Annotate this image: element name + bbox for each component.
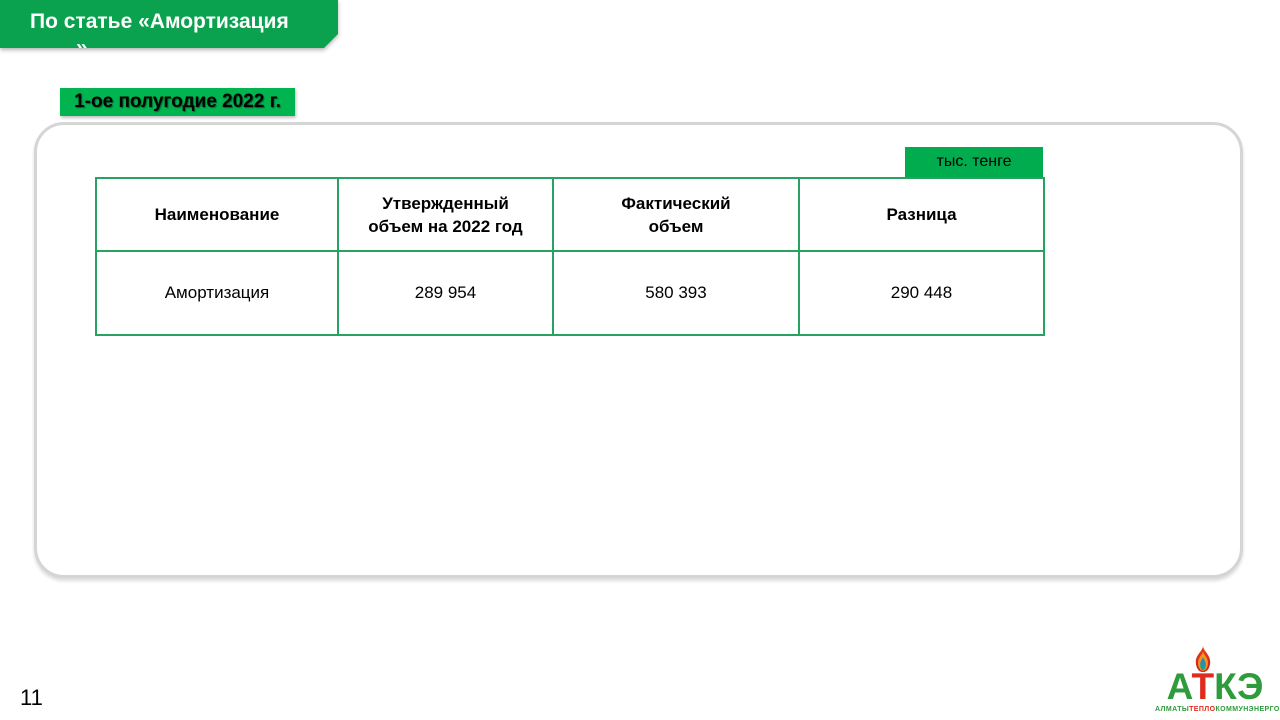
- units-badge: тыс. тенге: [905, 147, 1043, 177]
- header-name: Наименование: [95, 177, 339, 252]
- title-banner-wrap: По статье «Амортизация »: [0, 0, 338, 48]
- logo-subtitle-part: АЛМАТЫ: [1155, 706, 1190, 713]
- header-actual-volume: Фактический объем: [552, 177, 800, 252]
- company-logo: АТКЭ АЛМАТЫТЕПЛОКОММУНЭНЕРГО: [1155, 645, 1279, 717]
- logo-letter: Э: [1237, 666, 1264, 707]
- logo-letter: А: [1166, 666, 1192, 707]
- logo-subtitle-part: КОММУНЭНЕРГО: [1215, 706, 1280, 713]
- page-number: 11: [20, 685, 43, 710]
- header-difference: Разница: [798, 177, 1045, 252]
- cell-approved-volume: 289 954: [337, 250, 554, 336]
- logo-letter: К: [1214, 666, 1238, 707]
- logo-subtitle: АЛМАТЫТЕПЛОКОММУНЭНЕРГО: [1155, 706, 1279, 713]
- slide-title-banner: По статье «Амортизация »: [0, 0, 338, 48]
- table-header-row: Наименование Утвержденный объем на 2022 …: [95, 177, 1045, 252]
- cell-difference: 290 448: [798, 250, 1045, 336]
- flame-icon: [1195, 645, 1211, 673]
- period-badge: 1-ое полугодие 2022 г.: [60, 88, 295, 116]
- logo-subtitle-part: ТЕПЛО: [1189, 706, 1216, 713]
- logo-acronym: АТКЭ: [1155, 668, 1275, 706]
- period-badge-label: 1-ое полугодие 2022 г.: [74, 91, 281, 112]
- cell-name: Амортизация: [95, 250, 339, 336]
- cell-actual-volume: 580 393: [552, 250, 800, 336]
- header-approved-volume: Утвержденный объем на 2022 год: [337, 177, 554, 252]
- slide-title-line2: »: [76, 36, 88, 48]
- slide-title-line1: По статье «Амортизация: [30, 10, 289, 33]
- data-table-wrap: Наименование Утвержденный объем на 2022 …: [95, 177, 1045, 336]
- table-row: Амортизация 289 954 580 393 290 448: [95, 250, 1045, 336]
- units-badge-label: тыс. тенге: [936, 153, 1012, 170]
- amortization-table: Наименование Утвержденный объем на 2022 …: [95, 177, 1045, 336]
- logo-letter: Т: [1191, 666, 1215, 707]
